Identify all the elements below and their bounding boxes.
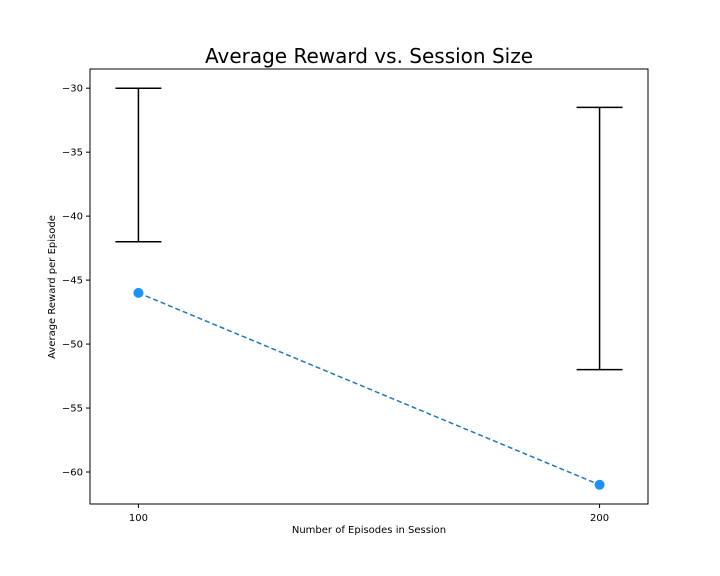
- y-tick-label-5: −55: [62, 404, 83, 415]
- y-tick-label-6: −60: [62, 468, 83, 479]
- plot-frame: [89, 68, 649, 505]
- y-tick-label-3: −45: [62, 276, 83, 287]
- y-tick-label-4: −50: [62, 340, 83, 351]
- x-tick-label-1: 200: [590, 513, 609, 524]
- x-axis-label: Number of Episodes in Session: [292, 525, 446, 536]
- y-tick-label-0: −30: [62, 84, 83, 95]
- series-line-0: [138, 292, 600, 486]
- y-tick-label-2: −40: [62, 212, 83, 223]
- chart-title: Average Reward vs. Session Size: [205, 44, 533, 68]
- y-axis-label: Average Reward per Episode: [47, 215, 58, 359]
- y-tick-label-1: −35: [62, 148, 83, 159]
- data-point-0-1: [594, 479, 605, 490]
- data-point-0-0: [133, 287, 144, 298]
- x-tick-label-0: 100: [129, 513, 148, 524]
